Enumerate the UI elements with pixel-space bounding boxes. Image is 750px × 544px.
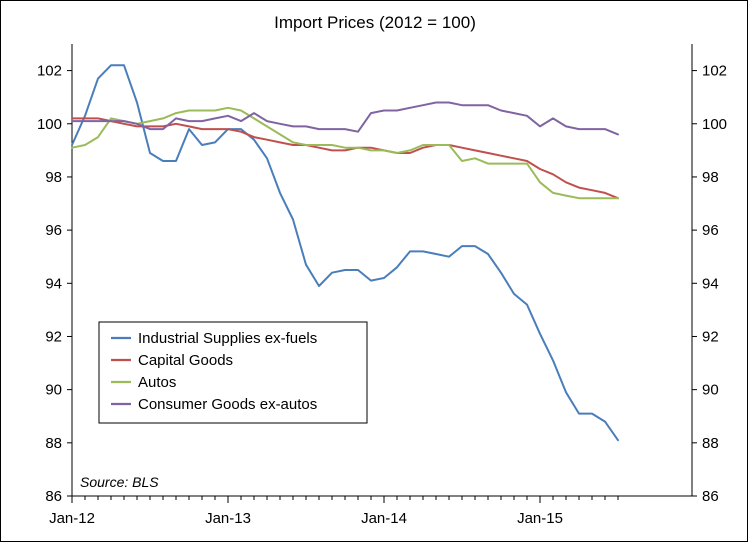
y-tick-label-left: 88 <box>45 435 62 452</box>
legend-entry: Capital Goods <box>138 352 233 369</box>
series-line-1 <box>71 64 619 442</box>
x-axis-ticks: Jan-12 Jan-13 Jan-14 Jan-15 <box>49 496 619 527</box>
legend-entry: Industrial Supplies ex-fuels <box>138 330 317 347</box>
y-tick-label-right: 96 <box>702 222 719 239</box>
x-tick-label: Jan-14 <box>361 510 407 527</box>
legend: Industrial Supplies ex-fuels Capital Good… <box>98 321 368 424</box>
y-tick-label-right: 98 <box>702 169 719 186</box>
x-tick-label: Jan-12 <box>49 510 95 527</box>
y-tick-label-left: 96 <box>45 222 62 239</box>
legend-entry: Consumer Goods ex-autos <box>138 396 317 413</box>
series-line-3 <box>71 106 619 200</box>
series-line-2 <box>71 117 619 200</box>
y-tick-label-right: 88 <box>702 435 719 452</box>
y-tick-label-left: 94 <box>45 275 62 292</box>
y-tick-label-right: 90 <box>702 382 719 399</box>
y-axis-left-ticks: 86 88 90 92 94 96 98 100 102 <box>37 63 72 505</box>
y-tick-label-right: 102 <box>702 63 727 80</box>
y-axis-right-ticks: 86 88 90 92 94 96 98 100 102 <box>692 63 727 505</box>
y-tick-label-right: 92 <box>702 328 719 345</box>
chart-title: Import Prices (2012 = 100) <box>274 13 476 32</box>
y-tick-label-right: 86 <box>702 488 719 505</box>
series-line-4 <box>71 101 619 136</box>
x-tick-label: Jan-15 <box>517 510 563 527</box>
y-tick-label-left: 92 <box>45 328 62 345</box>
y-tick-label-right: 94 <box>702 275 719 292</box>
legend-box <box>98 321 368 424</box>
x-tick-label: Jan-13 <box>205 510 251 527</box>
legend-entry: Autos <box>138 374 176 391</box>
y-tick-label-left: 86 <box>45 488 62 505</box>
y-tick-label-left: 100 <box>37 116 62 133</box>
y-tick-label-left: 102 <box>37 63 62 80</box>
y-tick-label-left: 90 <box>45 382 62 399</box>
source-annotation: Source: BLS <box>80 474 159 490</box>
y-tick-label-right: 100 <box>702 116 727 133</box>
y-tick-label-left: 98 <box>45 169 62 186</box>
series-lines <box>71 64 619 442</box>
